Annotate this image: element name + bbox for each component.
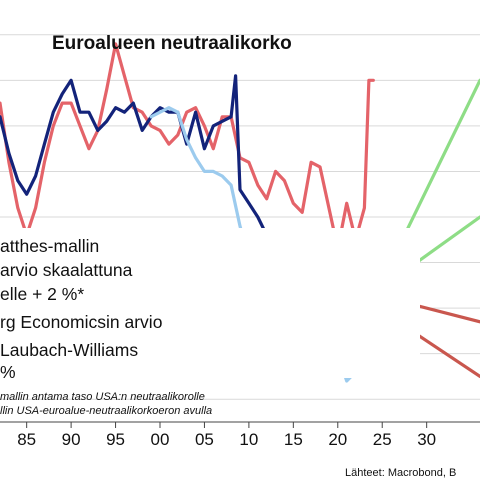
legend-backdrop [0, 228, 420, 378]
legend-line-4: rg Economicsin arvio [0, 312, 162, 332]
source-text: Lähteet: Macrobond, B [345, 467, 456, 479]
x-tick-label: 20 [328, 430, 347, 449]
note-line-2: llin USA-euroalue-neutraalikorkoeron avu… [0, 405, 212, 417]
x-tick-label: 05 [195, 430, 214, 449]
x-tick-label: 10 [239, 430, 258, 449]
legend-line-3: elle + 2 %* [0, 284, 84, 304]
x-tick-label: 90 [62, 430, 81, 449]
x-tick-label: 30 [417, 430, 436, 449]
legend-line-6: % [0, 362, 16, 382]
note-line-1: mallin antama taso USA:n neutraalikoroll… [0, 391, 205, 403]
legend-line-2: arvio skaalattuna [0, 260, 133, 280]
legend: atthes-mallin arvio skaalattuna elle + 2… [0, 236, 162, 382]
chart-title: Euroalueen neutraalikorko [52, 33, 292, 54]
footnotes: mallin antama taso USA:n neutraalikoroll… [0, 391, 212, 417]
x-axis: 85 90 95 00 05 10 15 20 25 30 [0, 421, 480, 449]
x-tick-label: 00 [151, 430, 170, 449]
x-tick-label: 95 [106, 430, 125, 449]
x-tick-label: 85 [17, 430, 36, 449]
legend-line-5: Laubach-Williams [0, 340, 138, 360]
x-tick-label: 15 [284, 430, 303, 449]
x-tick-label: 25 [373, 430, 392, 449]
legend-line-1: atthes-mallin [0, 236, 99, 256]
series-line-red [0, 42, 375, 251]
